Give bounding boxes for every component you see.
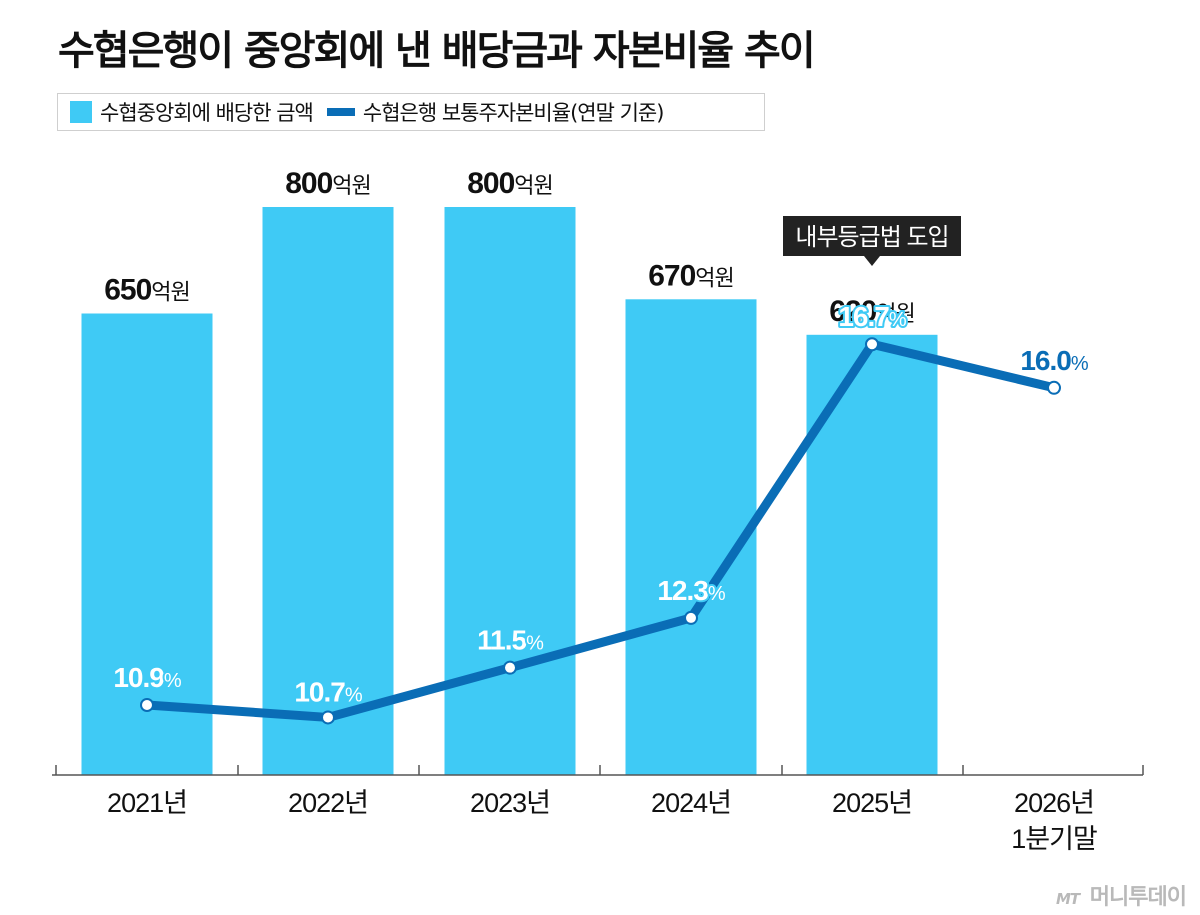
legend-line-label: 수협은행 보통주자본비율(연말 기준) bbox=[362, 101, 665, 125]
annotation-callout-text: 내부등급법 도입 bbox=[795, 224, 948, 251]
bar bbox=[262, 207, 394, 775]
bar-value-label: 650억원 bbox=[104, 274, 190, 307]
bar-value-label: 620억원 bbox=[829, 295, 915, 328]
watermark: MT 머니투데이 bbox=[1055, 879, 1187, 911]
legend-bar-label: 수협중앙회에 배당한 금액 bbox=[100, 101, 314, 125]
bar bbox=[806, 334, 938, 775]
line-point bbox=[865, 337, 879, 352]
line-value-label: 10.9% bbox=[113, 662, 182, 693]
line-point bbox=[1047, 380, 1061, 395]
legend-line-swatch bbox=[326, 108, 355, 116]
chart-title: 수협은행이 중앙회에 낸 배당금과 자본비율 추이 bbox=[58, 28, 816, 74]
bar bbox=[444, 207, 576, 775]
line-value-label: 12.3% bbox=[657, 575, 726, 606]
annotation-callout-box bbox=[783, 216, 961, 256]
watermark-brand: 머니투데이 bbox=[1089, 885, 1187, 910]
legend: 수협중앙회에 배당한 금액 수협은행 보통주자본비율(연말 기준) bbox=[57, 93, 765, 131]
line-point bbox=[684, 610, 698, 625]
bar-value-label: 800억원 bbox=[467, 167, 553, 200]
annotation-callout-pointer bbox=[864, 256, 880, 266]
line-point bbox=[503, 660, 517, 675]
line-point bbox=[321, 710, 335, 725]
x-tick-label: 2021년 bbox=[107, 788, 187, 818]
bar bbox=[625, 299, 757, 775]
x-tick-label: 2025년 bbox=[832, 788, 912, 818]
x-tick-label: 2026년 bbox=[1014, 788, 1094, 818]
x-tick-label: 2024년 bbox=[651, 788, 731, 818]
x-tick-label: 2022년 bbox=[288, 788, 368, 818]
line-value-label: 10.7% bbox=[294, 676, 363, 707]
line-value-label: 16.7% bbox=[838, 301, 907, 332]
line-value-label: 11.5% bbox=[477, 625, 544, 656]
line-value-label: 16.0% bbox=[1020, 345, 1089, 376]
x-tick-label: 2023년 bbox=[470, 788, 550, 818]
watermark-logo: MT bbox=[1055, 890, 1080, 908]
legend-bar-swatch bbox=[70, 101, 92, 123]
bar-value-label: 800억원 bbox=[285, 167, 371, 200]
line-series bbox=[142, 339, 1059, 722]
line-point bbox=[140, 698, 154, 712]
bar-value-label: 670억원 bbox=[648, 259, 734, 292]
x-tick-label: 1분기말 bbox=[1011, 824, 1097, 854]
